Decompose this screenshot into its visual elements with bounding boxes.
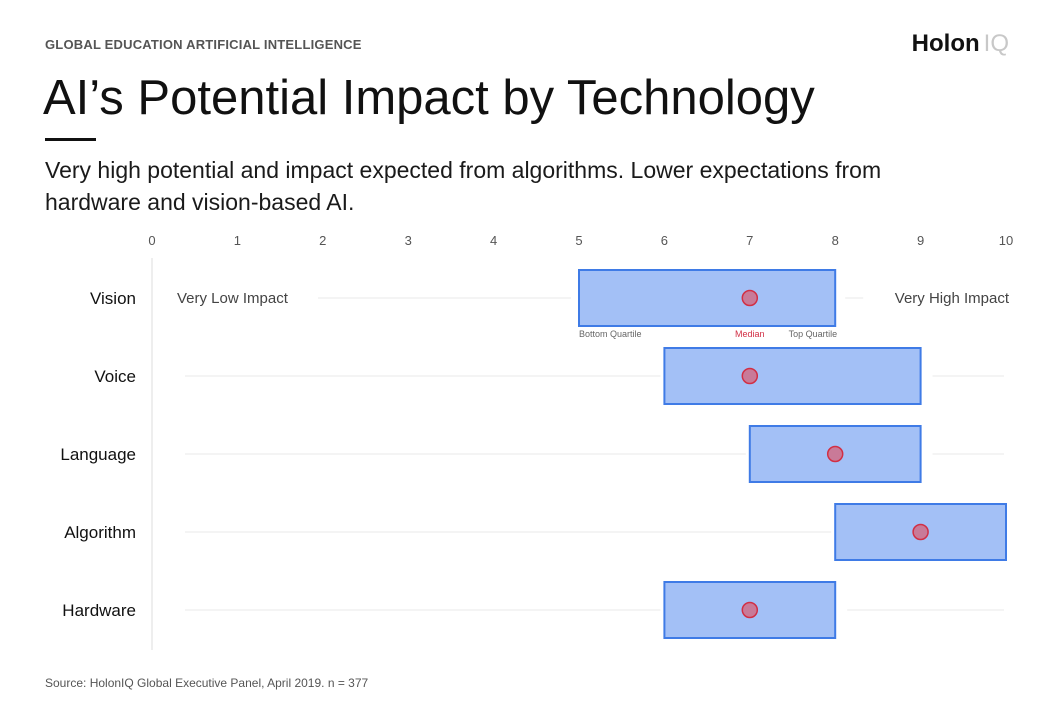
quartile-box bbox=[663, 347, 922, 405]
brand-logo: Holon IQ bbox=[912, 30, 1009, 58]
median-point bbox=[826, 445, 844, 463]
x-tick-label: 8 bbox=[832, 233, 839, 248]
category-label: Language bbox=[60, 445, 136, 464]
x-tick-label: 10 bbox=[999, 233, 1013, 248]
x-tick-label: 5 bbox=[575, 233, 582, 248]
range-label-high: Very High Impact bbox=[895, 290, 1010, 307]
median-label: Median bbox=[735, 329, 765, 339]
x-tick-label: 2 bbox=[319, 233, 326, 248]
median-point bbox=[912, 523, 929, 541]
x-tick-label: 7 bbox=[746, 233, 753, 248]
median-point bbox=[741, 289, 759, 307]
title-underline bbox=[45, 138, 96, 141]
category-label: Voice bbox=[94, 367, 136, 386]
source-note: Source: HolonIQ Global Executive Panel, … bbox=[45, 676, 369, 690]
x-tick-label: 1 bbox=[234, 233, 241, 248]
median-point bbox=[741, 367, 759, 385]
median-point bbox=[741, 601, 759, 619]
x-tick-label: 4 bbox=[490, 233, 497, 248]
top-quartile-label: Top Quartile bbox=[789, 329, 838, 339]
kicker-label: GLOBAL EDUCATION ARTIFICIAL INTELLIGENCE bbox=[45, 37, 362, 52]
x-tick-label: 0 bbox=[148, 233, 155, 248]
page-title: AI’s Potential Impact by Technology bbox=[43, 71, 815, 125]
bottom-quartile-label: Bottom Quartile bbox=[579, 329, 642, 339]
x-tick-label: 6 bbox=[661, 233, 668, 248]
quartile-box bbox=[578, 269, 837, 327]
range-label-low: Very Low Impact bbox=[177, 290, 289, 307]
category-label: Algorithm bbox=[64, 523, 136, 542]
brand-logo-main: Holon bbox=[911, 30, 980, 57]
brand-logo-suffix: IQ bbox=[983, 30, 1009, 57]
x-tick-label: 9 bbox=[917, 233, 924, 248]
category-label: Vision bbox=[90, 289, 136, 308]
x-tick-label: 3 bbox=[405, 233, 412, 248]
category-label: Hardware bbox=[62, 601, 136, 620]
page-subtitle: Very high potential and impact expected … bbox=[45, 157, 882, 215]
